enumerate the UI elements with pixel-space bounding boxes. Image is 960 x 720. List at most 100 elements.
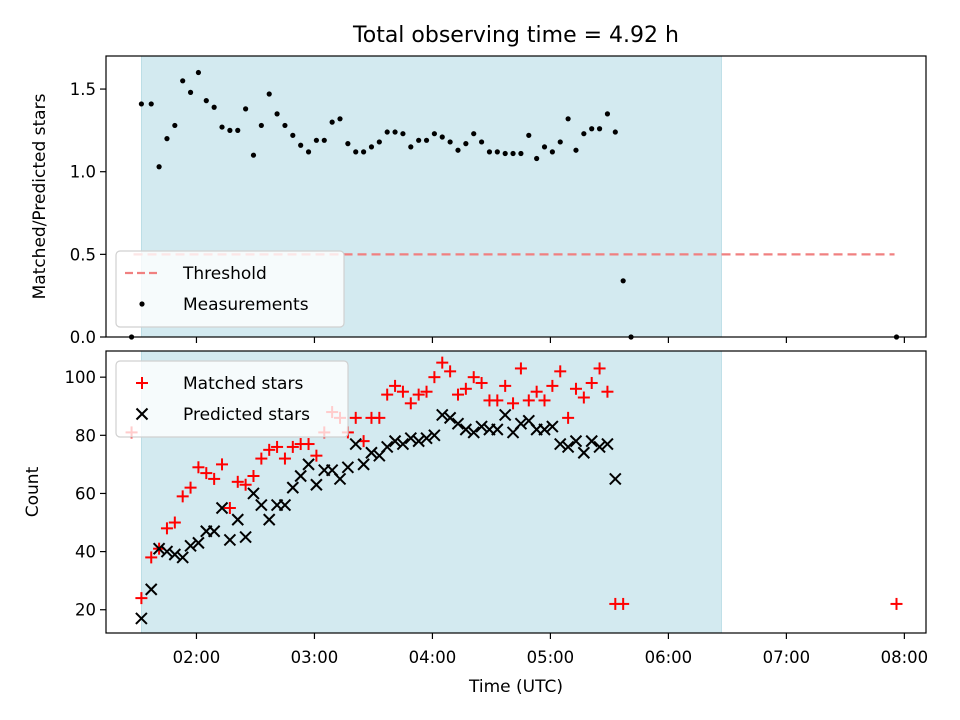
measurement-point — [471, 131, 477, 137]
x-tick-label: 04:00 — [409, 648, 457, 667]
matched-stars-point — [444, 365, 457, 378]
measurement-point — [368, 144, 375, 150]
matched-stars-point — [310, 449, 323, 462]
measurement-point — [180, 78, 186, 84]
legend: Matched stars Predicted stars — [115, 360, 349, 438]
matched-stars-point — [396, 385, 409, 398]
y-tick-label: 1.0 — [70, 163, 96, 182]
matched-stars-point — [562, 411, 575, 424]
matched-stars-point — [420, 385, 433, 398]
matched-stars-point — [491, 394, 504, 407]
measurement-point — [298, 142, 304, 148]
measurement-point — [455, 147, 461, 153]
measurement-point — [510, 150, 516, 157]
predicted-stars-point — [436, 408, 449, 422]
matched-stars-point — [404, 397, 417, 410]
measurement-point — [227, 127, 233, 133]
predicted-stars-point — [247, 487, 260, 500]
predicted-stars-point — [135, 612, 148, 625]
predicted-stars-point — [420, 432, 433, 445]
matched-stars-point — [184, 481, 197, 494]
predicted-stars-point — [498, 408, 512, 422]
matched-stars-point — [192, 461, 205, 474]
legend: Threshold Measurements — [115, 250, 345, 328]
matched-stars-point — [271, 440, 284, 453]
predicted-stars-point — [294, 469, 307, 483]
measurement-point — [250, 152, 257, 158]
measurement-point — [447, 139, 453, 145]
measurement-point — [313, 137, 320, 143]
measurement-point — [581, 131, 587, 137]
measurement-point — [337, 116, 343, 122]
measurement-point — [384, 129, 390, 135]
matched-stars-point — [451, 388, 464, 401]
measurement-point — [211, 104, 217, 110]
measurement-point — [502, 150, 508, 157]
x-tick-label: 03:00 — [291, 648, 339, 667]
predicted-stars-point — [168, 548, 182, 561]
legend-box — [115, 360, 349, 438]
matched-stars-point — [349, 411, 362, 424]
predicted-stars-point — [451, 417, 465, 430]
y-tick-label: 0.5 — [70, 245, 96, 264]
predicted-stars-point — [176, 551, 189, 564]
predicted-stars-point — [255, 498, 268, 512]
measurement-point — [164, 136, 170, 142]
measurement-point — [604, 111, 611, 117]
matched-stars-point — [538, 394, 551, 407]
matched-stars-point — [499, 379, 512, 392]
matched-stars-point — [247, 470, 260, 483]
matched-stars-point — [231, 475, 244, 488]
y-tick-label: 40 — [75, 543, 96, 562]
y-tick-label: 60 — [75, 484, 96, 503]
predicted-stars-point — [380, 440, 394, 454]
predicted-stars-point — [341, 461, 355, 474]
measurement-point — [329, 119, 335, 125]
matched-stars-point — [554, 365, 567, 378]
measurement-point — [195, 69, 202, 76]
predicted-stars-point — [577, 446, 591, 459]
measurement-point — [392, 129, 398, 135]
measurement-point — [596, 126, 603, 132]
matched-stars-point — [381, 388, 394, 401]
predicted-stars-point — [302, 458, 315, 471]
matched-stars-point — [593, 362, 606, 375]
axes-frame — [105, 350, 927, 634]
measurement-point — [156, 164, 162, 170]
measurement-point — [361, 149, 367, 155]
measurement-point — [187, 89, 194, 95]
axes-frame — [105, 55, 927, 338]
measurement-point — [416, 137, 422, 143]
predicted-stars-point — [546, 420, 559, 433]
predicted-stars-point — [223, 533, 237, 547]
measurement-point — [565, 116, 571, 122]
predicted-stars-point — [467, 426, 480, 439]
predicted-stars-point — [514, 417, 528, 430]
legend-label: Measurements — [183, 295, 309, 315]
y-tick-label: 0.0 — [70, 328, 96, 347]
matched-stars-point — [546, 379, 559, 392]
matched-stars-point — [168, 516, 181, 529]
matched-stars-point — [601, 385, 614, 398]
y-tick-label: 100 — [65, 368, 97, 387]
y-axis-label: Count — [23, 466, 43, 517]
matched-stars-point — [145, 551, 158, 564]
legend-label: Matched stars — [183, 374, 303, 394]
matched-stars-point — [208, 472, 221, 485]
legend-label: Threshold — [182, 264, 267, 284]
matched-stars-point — [286, 440, 299, 453]
predicted-stars-point — [349, 437, 362, 451]
matched-stars-point — [216, 458, 229, 471]
predicted-stars-point — [388, 434, 402, 448]
measurement-point — [541, 144, 548, 150]
ratio-panel: 0.0 0.5 1.0 1.5 Matched/Predicted stars Thres… — [30, 55, 927, 347]
predicted-stars-point — [569, 434, 583, 448]
chart-title: Total observing time = 4.92 h — [352, 23, 679, 48]
y-axis-label: Matched/Predicted stars — [30, 93, 50, 299]
predicted-stars-point — [561, 440, 575, 454]
measurement-point — [172, 122, 178, 129]
count-panel: 20 40 60 80 100 02:00 03:00 04:00 05:00 06:00 07:0… — [23, 350, 928, 667]
predicted-stars-point — [145, 583, 158, 596]
predicted-stars-point — [160, 545, 174, 558]
matched-stars-point — [577, 391, 590, 404]
